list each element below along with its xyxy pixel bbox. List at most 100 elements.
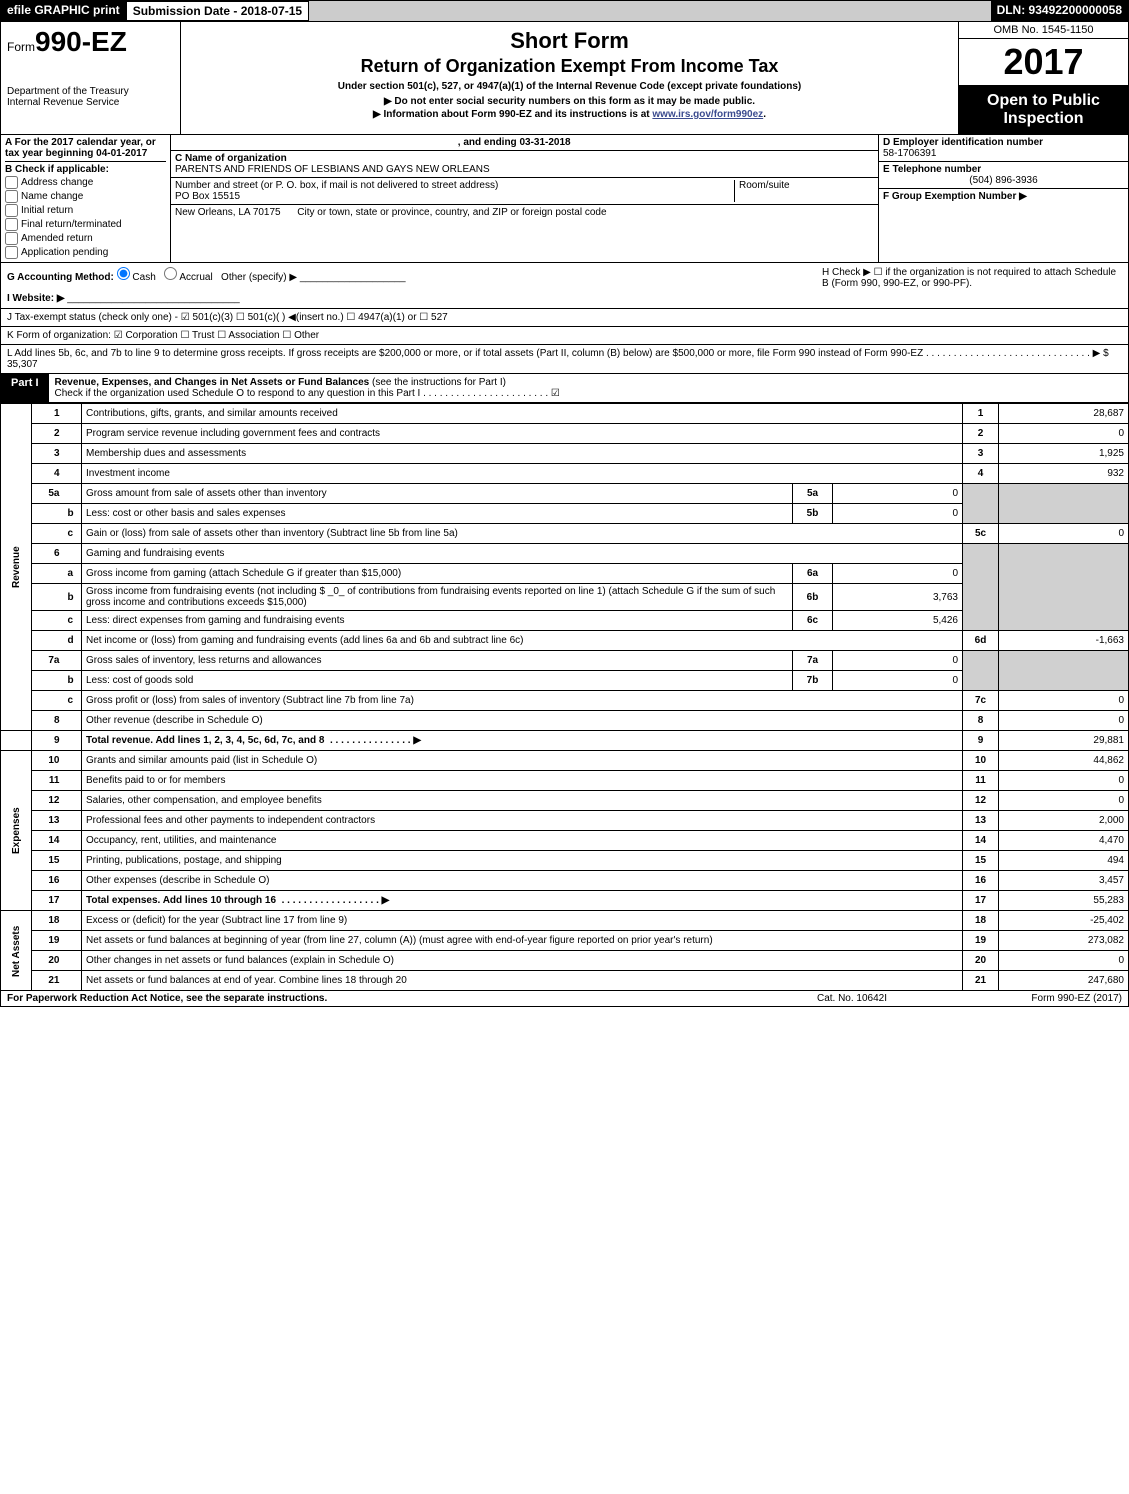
checkbox-icon[interactable] (5, 176, 18, 189)
desc-16: Other expenses (describe in Schedule O) (82, 871, 963, 891)
chk-final-return[interactable]: Final return/terminated (5, 218, 166, 231)
val-16: 3,457 (999, 871, 1129, 891)
g-other: Other (specify) ▶ (221, 272, 297, 283)
ival-7a: 0 (833, 651, 963, 671)
irs-link[interactable]: www.irs.gov/form990ez (652, 109, 763, 120)
side-expenses: Expenses (1, 751, 32, 911)
street-cell: Number and street (or P. O. box, if mail… (175, 180, 734, 202)
side-netassets: Net Assets (1, 911, 32, 991)
row-11: 11 Benefits paid to or for members 110 (1, 771, 1129, 791)
val-6d: -1,663 (999, 631, 1129, 651)
val-5c: 0 (999, 524, 1129, 544)
part1-table: Revenue 1 Contributions, gifts, grants, … (0, 403, 1129, 991)
col-c: ., and ending 03-31-2018 C Name of organ… (171, 135, 878, 262)
form-no: 990-EZ (35, 26, 127, 57)
f-lbl: F Group Exemption Number ▶ (883, 191, 1027, 202)
val-17: 55,283 (999, 891, 1129, 911)
desc-3: Membership dues and assessments (82, 444, 963, 464)
chk-name-change[interactable]: Name change (5, 190, 166, 203)
row-14: 14 Occupancy, rent, utilities, and maint… (1, 831, 1129, 851)
row-7b: b Less: cost of goods sold 7b 0 (1, 671, 1129, 691)
side-revenue: Revenue (1, 404, 32, 731)
header-right: OMB No. 1545-1150 2017 Open to Public In… (958, 22, 1128, 134)
footer-center: Cat. No. 10642I (752, 993, 952, 1004)
radio-accrual[interactable] (164, 267, 177, 280)
chk-initial-return[interactable]: Initial return (5, 204, 166, 217)
desc-17: Total expenses. Add lines 10 through 16 … (82, 891, 963, 911)
d-ein: D Employer identification number 58-1706… (879, 135, 1128, 162)
checkbox-icon[interactable] (5, 232, 18, 245)
desc-12: Salaries, other compensation, and employ… (82, 791, 963, 811)
room-cell: Room/suite (734, 180, 874, 202)
chk-application-pending[interactable]: Application pending (5, 246, 166, 259)
val-13: 2,000 (999, 811, 1129, 831)
desc-9: Total revenue. Add lines 1, 2, 3, 4, 5c,… (82, 731, 963, 751)
desc-6c: Less: direct expenses from gaming and fu… (82, 611, 793, 631)
c-name-lbl: C Name of organization (175, 153, 874, 164)
val-7c: 0 (999, 691, 1129, 711)
chk-amended-return[interactable]: Amended return (5, 232, 166, 245)
row-6c: c Less: direct expenses from gaming and … (1, 611, 1129, 631)
checkbox-icon[interactable] (5, 218, 18, 231)
row-17: 17 Total expenses. Add lines 10 through … (1, 891, 1129, 911)
checkbox-icon[interactable] (5, 246, 18, 259)
note-info: ▶ Information about Form 990-EZ and its … (187, 109, 952, 120)
submission-date: Submission Date - 2018-07-15 (126, 1, 309, 21)
g-left: G Accounting Method: Cash Accrual Other … (7, 267, 822, 304)
row-5c: c Gain or (loss) from sale of assets oth… (1, 524, 1129, 544)
col-b: A For the 2017 calendar year, or tax yea… (1, 135, 171, 262)
desc-4: Investment income (82, 464, 963, 484)
d-lbl: D Employer identification number (883, 137, 1124, 148)
row-6: 6 Gaming and fundraising events (1, 544, 1129, 564)
checkbox-icon[interactable] (5, 204, 18, 217)
row-8: 8 Other revenue (describe in Schedule O)… (1, 711, 1129, 731)
line-a: A For the 2017 calendar year, or tax yea… (5, 137, 166, 162)
ival-5b: 0 (833, 504, 963, 524)
desc-21: Net assets or fund balances at end of ye… (82, 971, 963, 991)
row-13: 13 Professional fees and other payments … (1, 811, 1129, 831)
row-5a: 5a Gross amount from sale of assets othe… (1, 484, 1129, 504)
open-to-public: Open to Public Inspection (959, 86, 1128, 134)
col-def: D Employer identification number 58-1706… (878, 135, 1128, 262)
dept-line2: Internal Revenue Service (7, 97, 174, 108)
c-room-lbl: Room/suite (739, 180, 874, 191)
val-8: 0 (999, 711, 1129, 731)
radio-cash[interactable] (117, 267, 130, 280)
desc-20: Other changes in net assets or fund bala… (82, 951, 963, 971)
desc-2: Program service revenue including govern… (82, 424, 963, 444)
desc-10: Grants and similar amounts paid (list in… (82, 751, 963, 771)
note-ssn: ▶ Do not enter social security numbers o… (187, 96, 952, 107)
ival-6b: 3,763 (833, 584, 963, 611)
e-phone: E Telephone number (504) 896-3936 (879, 162, 1128, 189)
note-info-post: . (763, 109, 766, 120)
row-19: 19 Net assets or fund balances at beginn… (1, 931, 1129, 951)
e-val: (504) 896-3936 (883, 175, 1124, 186)
checkbox-icon[interactable] (5, 190, 18, 203)
tax-year: 2017 (959, 39, 1128, 86)
part1-title: Revenue, Expenses, and Changes in Net As… (49, 374, 1128, 402)
c-name: PARENTS AND FRIENDS OF LESBIANS AND GAYS… (175, 164, 874, 175)
val-4: 932 (999, 464, 1129, 484)
desc-8: Other revenue (describe in Schedule O) (82, 711, 963, 731)
desc-14: Occupancy, rent, utilities, and maintena… (82, 831, 963, 851)
row-6d: d Net income or (loss) from gaming and f… (1, 631, 1129, 651)
g-label: G Accounting Method: (7, 272, 114, 283)
ival-6a: 0 (833, 564, 963, 584)
val-2: 0 (999, 424, 1129, 444)
line-j: J Tax-exempt status (check only one) - ☑… (0, 309, 1129, 327)
city-row: New Orleans, LA 70175 City or town, stat… (171, 205, 878, 220)
chk-address-change[interactable]: Address change (5, 176, 166, 189)
row-21: 21 Net assets or fund balances at end of… (1, 971, 1129, 991)
c-street: PO Box 15515 (175, 191, 734, 202)
val-21: 247,680 (999, 971, 1129, 991)
row-4: 4 Investment income 4 932 (1, 464, 1129, 484)
row-16: 16 Other expenses (describe in Schedule … (1, 871, 1129, 891)
form-number: Form990-EZ (7, 26, 174, 58)
desc-6a: Gross income from gaming (attach Schedul… (82, 564, 793, 584)
desc-15: Printing, publications, postage, and shi… (82, 851, 963, 871)
i-label: I Website: ▶ (7, 293, 65, 304)
desc-7a: Gross sales of inventory, less returns a… (82, 651, 793, 671)
row-6b: b Gross income from fundraising events (… (1, 584, 1129, 611)
subtitle: Under section 501(c), 527, or 4947(a)(1)… (187, 81, 952, 92)
form-header: Form990-EZ Department of the Treasury In… (0, 22, 1129, 135)
